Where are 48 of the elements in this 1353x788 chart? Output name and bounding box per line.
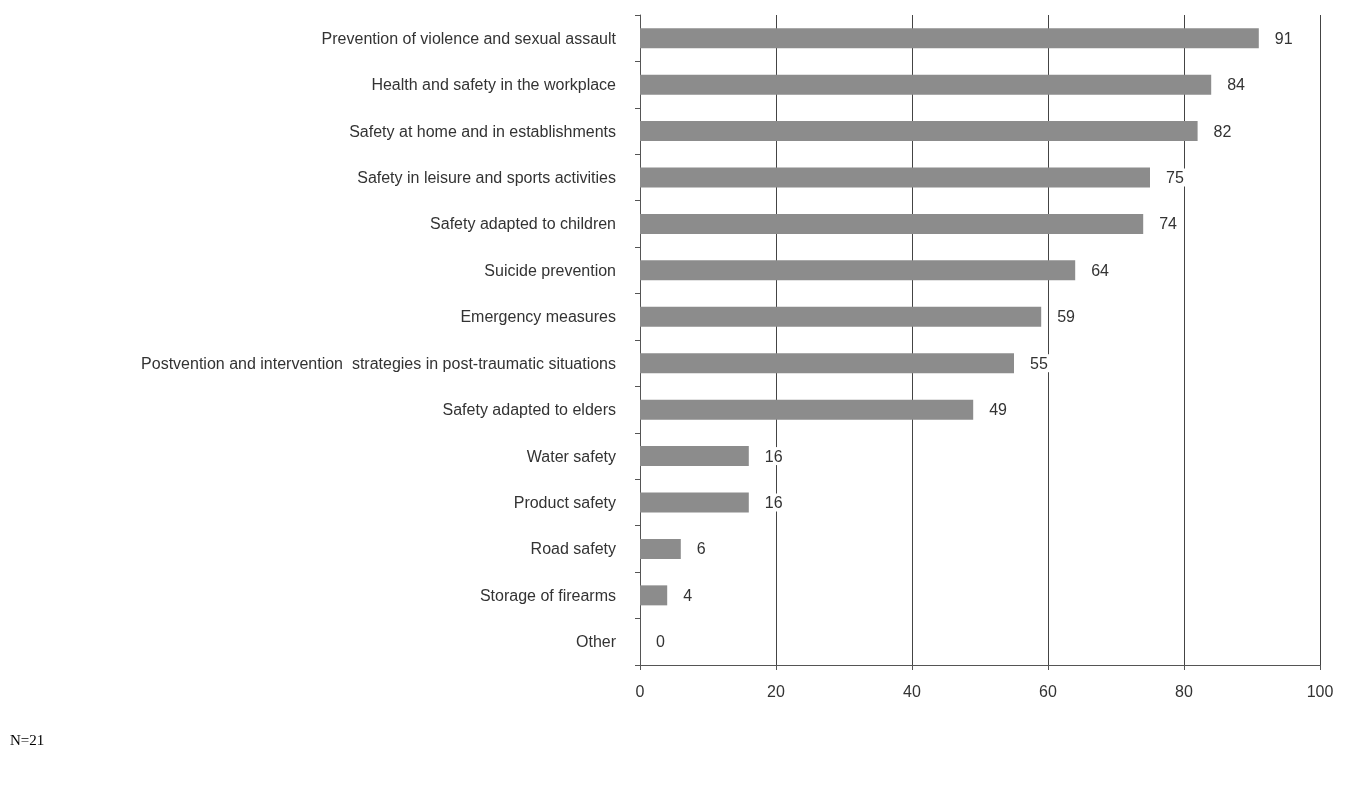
bar xyxy=(640,167,1150,188)
data-label: 91 xyxy=(1274,29,1293,47)
x-tick-label: 100 xyxy=(1306,682,1334,700)
data-label: 4 xyxy=(683,586,693,604)
y-tick-label: Other xyxy=(575,633,617,651)
bar xyxy=(640,353,1014,374)
bar xyxy=(640,121,1198,142)
bar xyxy=(640,306,1042,327)
data-label: 84 xyxy=(1227,76,1246,94)
data-label: 74 xyxy=(1159,215,1178,233)
bar xyxy=(640,399,974,420)
y-tick-label: Road safety xyxy=(530,540,616,558)
data-label: 75 xyxy=(1166,169,1184,186)
bar xyxy=(640,213,1144,234)
data-label: 59 xyxy=(1057,308,1076,326)
bar xyxy=(640,492,749,513)
bar xyxy=(640,74,1212,95)
y-tick-label: Prevention of violence and sexual assault xyxy=(321,29,617,47)
y-tick-label: Safety in leisure and sports activities xyxy=(357,169,616,186)
bar xyxy=(640,585,668,606)
y-tick-label: Safety at home and in establishments xyxy=(349,122,616,140)
bar xyxy=(640,446,749,467)
data-label: 64 xyxy=(1091,261,1110,279)
y-tick-label: Product safety xyxy=(513,494,616,511)
data-label: 16 xyxy=(764,447,783,465)
y-tick-label: Health and safety in the workplace xyxy=(371,76,617,94)
y-tick-label: Storage of firearms xyxy=(479,586,616,604)
data-label: 55 xyxy=(1030,354,1048,372)
bar xyxy=(640,538,681,559)
y-tick-label: Suicide prevention xyxy=(484,261,616,279)
y-tick-label: Emergency measures xyxy=(460,308,616,326)
bar xyxy=(640,260,1076,281)
data-label: 0 xyxy=(656,633,665,651)
y-tick-label: Water safety xyxy=(526,447,616,465)
x-tick-label: 60 xyxy=(1039,682,1057,700)
x-tick-label: 40 xyxy=(903,682,921,700)
data-label: 6 xyxy=(696,540,706,558)
x-tick-label: 20 xyxy=(767,682,785,700)
bar xyxy=(640,28,1259,49)
y-tick-label: Safety adapted to children xyxy=(430,215,616,233)
data-label: 82 xyxy=(1213,122,1232,140)
y-tick-label: Postvention and intervention strategies in post-traumatic situations xyxy=(141,354,616,372)
x-tick-label: 80 xyxy=(1175,682,1193,700)
x-tick-label: 0 xyxy=(635,682,645,700)
data-label: 49 xyxy=(989,401,1008,419)
data-label: 16 xyxy=(764,494,783,511)
text: N=21 xyxy=(10,731,45,748)
y-tick-label: Safety adapted to elders xyxy=(442,401,616,419)
